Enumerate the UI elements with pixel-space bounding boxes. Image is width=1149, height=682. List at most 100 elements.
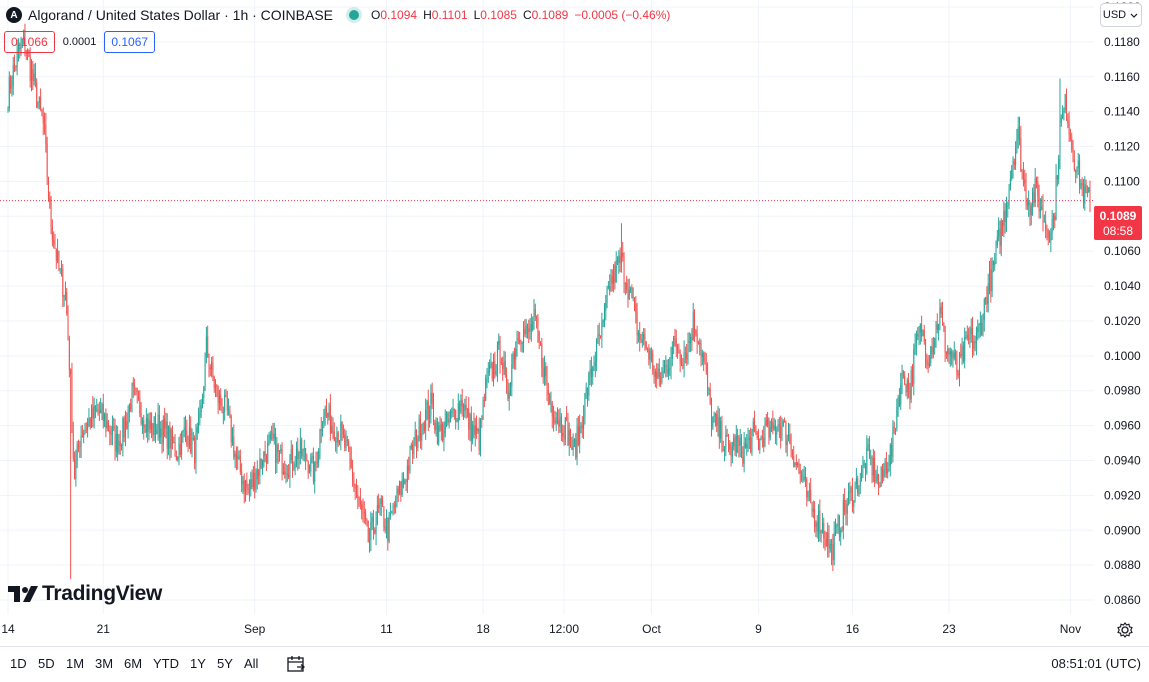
candle-body (774, 425, 776, 435)
y-tick-label: 0.0860 (1104, 593, 1141, 607)
candle-body (794, 462, 796, 467)
candle-body (973, 341, 975, 349)
calendar-icon[interactable] (286, 654, 306, 674)
tradingview-logo[interactable]: TradingView (8, 582, 162, 606)
candle-body (183, 427, 185, 431)
candle-body (121, 445, 123, 447)
candle-body (138, 391, 140, 399)
candle-body (767, 417, 769, 426)
candle-body (1039, 209, 1041, 212)
candle-body (301, 439, 303, 457)
candle-body (935, 324, 937, 339)
market-status-icon[interactable] (349, 10, 360, 20)
candle-body (747, 439, 749, 444)
candle-body (460, 399, 462, 412)
candle-body (960, 354, 962, 357)
candle-body (391, 512, 393, 514)
candle-body (218, 394, 220, 404)
candle-body (563, 436, 565, 440)
candle-body (178, 443, 180, 457)
price-chart[interactable]: 0.12000.11800.11600.11400.11200.11000.10… (0, 0, 1149, 646)
candle-body (47, 177, 49, 198)
candle-body (650, 350, 652, 353)
candle-body (581, 425, 583, 429)
candle-body (748, 437, 750, 440)
candle-body (486, 372, 488, 379)
timeframe-button-3m[interactable]: 3M (95, 656, 114, 671)
symbol-title[interactable]: Algorand / United States Dollar · 1h · C… (28, 7, 334, 23)
y-tick-label: 0.1140 (1104, 105, 1140, 119)
candle-body (126, 421, 128, 429)
candle-body (353, 479, 355, 485)
timeframe-button-1y[interactable]: 1Y (190, 656, 206, 671)
y-tick-label: 0.0940 (1104, 454, 1141, 468)
timeframe-button-all[interactable]: All (244, 656, 259, 671)
buy-button[interactable]: 0.1067 (104, 31, 156, 53)
candle-body (837, 515, 839, 526)
high-label: H (423, 8, 432, 22)
timeframe-button-ytd[interactable]: YTD (153, 656, 179, 671)
candle-body (1007, 205, 1009, 207)
utc-clock[interactable]: 08:51:01 (UTC) (1051, 656, 1141, 671)
candle-body (1011, 170, 1013, 179)
candle-body (721, 421, 723, 451)
chevron-down-icon (1130, 13, 1138, 18)
candle-body (465, 404, 467, 410)
candle-body (1043, 221, 1045, 223)
candle-body (105, 413, 107, 429)
candle-body (678, 351, 680, 354)
timeframe-button-5d[interactable]: 5D (38, 656, 55, 671)
candle-body (850, 487, 852, 493)
candle-body (419, 418, 421, 441)
candle-body (198, 417, 200, 428)
candle-body (786, 441, 788, 445)
candle-body (705, 364, 707, 373)
candle-body (541, 343, 543, 368)
sell-button[interactable]: 0.1066 (4, 31, 55, 53)
candle-body (607, 285, 609, 288)
candle-body (580, 425, 582, 427)
candle-body (516, 338, 518, 349)
candle-body (440, 424, 442, 431)
timeframe-button-1m[interactable]: 1M (66, 656, 85, 671)
timeframe-button-5y[interactable]: 5Y (217, 656, 233, 671)
x-tick-label: 12:00 (549, 622, 579, 636)
candle-body (742, 457, 744, 464)
candle-body (242, 480, 244, 485)
candle-body (1024, 179, 1026, 184)
candle-body (194, 438, 196, 464)
timeframe-button-1d[interactable]: 1D (10, 656, 27, 671)
candle-body (148, 420, 150, 432)
candle-body (312, 456, 314, 482)
candle-body (46, 143, 48, 178)
candle-body (583, 417, 585, 429)
candle-body (305, 448, 307, 460)
candle-body (1085, 184, 1087, 193)
candle-body (207, 336, 209, 357)
candle-body (647, 348, 649, 350)
gear-icon[interactable] (1116, 621, 1134, 639)
candle-body (962, 346, 964, 361)
candle-body (456, 421, 458, 423)
candle-body (16, 51, 18, 68)
candle-body (658, 368, 660, 378)
candle-body (71, 374, 73, 433)
candle-body (606, 287, 608, 303)
timeframe-button-6m[interactable]: 6M (124, 656, 143, 671)
chart-area[interactable]: 0.12000.11800.11600.11400.11200.11000.10… (0, 0, 1141, 636)
candle-body (990, 269, 992, 292)
candle-body (388, 514, 390, 542)
currency-selector[interactable]: USD (1100, 3, 1142, 27)
candle-body (217, 387, 219, 404)
candle-body (211, 362, 213, 370)
candle-body (1013, 161, 1015, 165)
candle-body (710, 403, 712, 428)
candle-body (315, 461, 317, 463)
candle-body (771, 421, 773, 427)
candle-body (673, 336, 675, 347)
candle-body (1056, 175, 1058, 180)
candle-body (481, 418, 483, 420)
candle-body (538, 332, 540, 343)
candle-body (922, 330, 924, 337)
candle-body (526, 325, 528, 329)
